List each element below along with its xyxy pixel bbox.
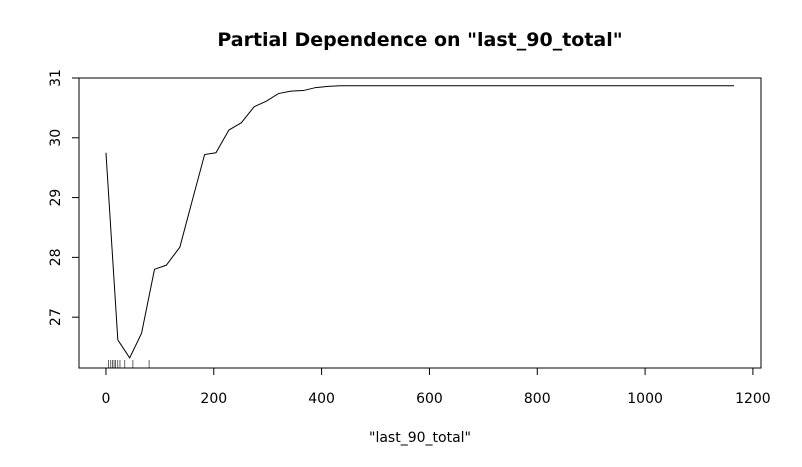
x-tick-label: 0 (101, 391, 110, 407)
y-tick-label: 27 (48, 308, 64, 326)
y-axis: 27 28 29 30 31 (48, 69, 80, 326)
y-tick-label: 29 (48, 189, 64, 207)
series-line (105, 85, 735, 359)
x-tick-label: 200 (200, 391, 227, 407)
y-tick-label: 31 (48, 69, 64, 87)
x-tick-label: 1000 (627, 391, 663, 407)
rug-marks (108, 360, 150, 368)
x-tick-label: 1200 (735, 391, 771, 407)
chart-title: Partial Dependence on "last_90_total" (217, 29, 622, 51)
x-axis-label: "last_90_total" (369, 430, 471, 446)
y-tick-label: 30 (48, 129, 64, 147)
plot-frame (78, 77, 762, 369)
x-axis: 0 200 400 600 800 1000 1200 (101, 367, 771, 407)
x-tick-label: 600 (416, 391, 443, 407)
x-tick-label: 800 (524, 391, 551, 407)
y-tick-label: 28 (48, 248, 64, 266)
x-tick-label: 400 (308, 391, 335, 407)
